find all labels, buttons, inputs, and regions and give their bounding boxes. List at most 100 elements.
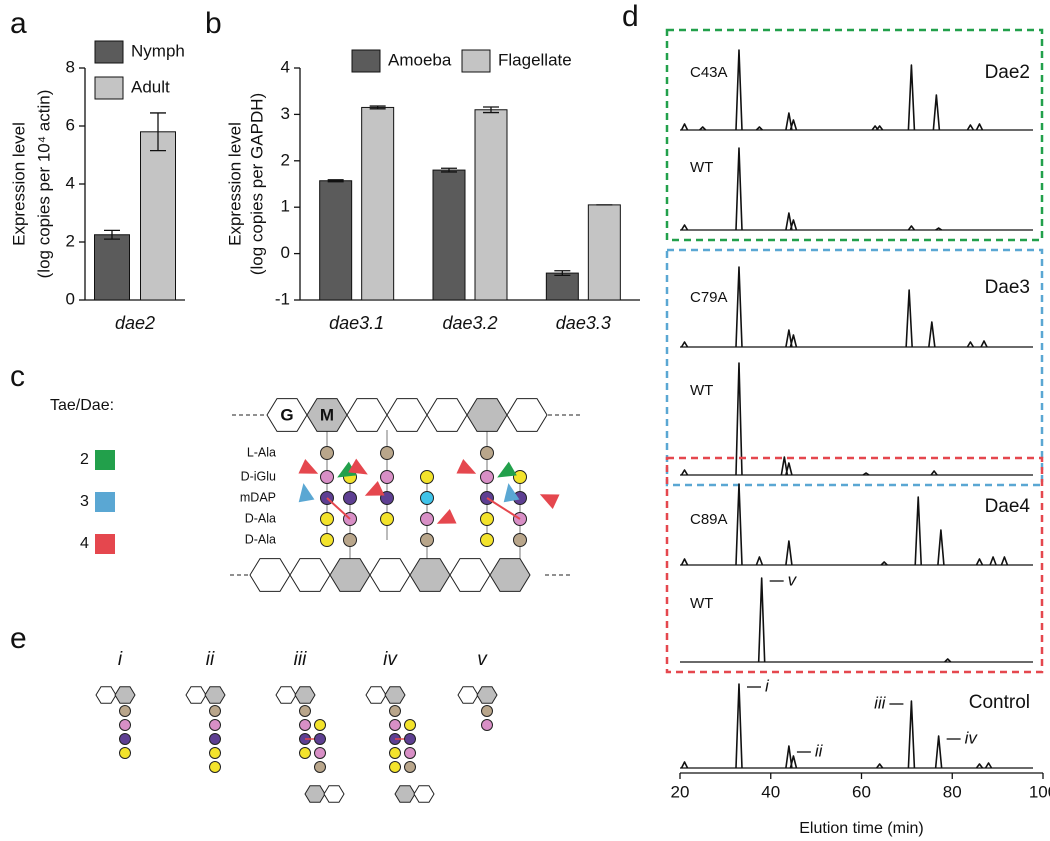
trace-name: Control bbox=[969, 692, 1030, 713]
y-tick-label: 0 bbox=[66, 289, 75, 308]
residue bbox=[209, 761, 221, 773]
panel-label: b bbox=[205, 7, 222, 40]
residue bbox=[380, 512, 394, 526]
peak bbox=[928, 321, 936, 348]
residue bbox=[320, 470, 334, 484]
peak bbox=[789, 755, 798, 769]
residue bbox=[481, 705, 493, 717]
y-axis-label: Expression level bbox=[9, 122, 28, 246]
residue bbox=[420, 512, 434, 526]
trace-name: WT bbox=[690, 595, 713, 612]
group-name: Dae2 bbox=[985, 62, 1030, 83]
cross-link bbox=[326, 497, 351, 520]
peak bbox=[1000, 556, 1009, 566]
sugar-label: G bbox=[280, 405, 293, 424]
structure-label: v bbox=[477, 649, 488, 670]
residue-label: mDAP bbox=[240, 490, 276, 504]
structure-label: i bbox=[118, 649, 123, 670]
sugar bbox=[489, 558, 531, 592]
peak bbox=[966, 341, 975, 348]
sugar bbox=[346, 398, 388, 432]
bar bbox=[474, 109, 508, 301]
residue bbox=[314, 747, 326, 759]
bar bbox=[545, 272, 579, 301]
cleavage-arrow bbox=[298, 483, 315, 503]
sugar bbox=[329, 558, 371, 592]
peak bbox=[735, 483, 743, 566]
bar bbox=[319, 180, 353, 301]
trace-name: C89A bbox=[690, 511, 728, 528]
legend-label: Amoeba bbox=[388, 50, 452, 69]
sugar bbox=[185, 686, 207, 704]
panel-label: a bbox=[10, 7, 27, 40]
peak bbox=[699, 126, 707, 131]
peak bbox=[680, 761, 689, 769]
sugar bbox=[95, 686, 117, 704]
sugar bbox=[275, 686, 297, 704]
peak bbox=[785, 329, 793, 348]
peak bbox=[735, 266, 743, 348]
residue-label: L-Ala bbox=[247, 445, 276, 459]
peak bbox=[680, 341, 689, 348]
residue bbox=[404, 719, 416, 731]
trace-name: C79A bbox=[690, 289, 728, 306]
x-tick-label: dae3.2 bbox=[442, 313, 497, 333]
cleavage-arrow bbox=[348, 458, 368, 475]
residue bbox=[314, 733, 326, 745]
sugar bbox=[249, 558, 291, 592]
peak bbox=[876, 763, 884, 769]
sugar bbox=[413, 785, 435, 803]
group-box bbox=[665, 28, 1044, 242]
error-bar bbox=[150, 112, 166, 152]
legend-swatch bbox=[461, 49, 491, 73]
y-tick-label: -1 bbox=[275, 289, 290, 308]
peak bbox=[735, 49, 743, 131]
residue bbox=[420, 491, 434, 505]
peak-label: ii bbox=[815, 741, 824, 760]
peak bbox=[930, 470, 938, 476]
peak bbox=[907, 700, 916, 769]
cleavage-arrow bbox=[456, 458, 477, 474]
x-tick-label: dae2 bbox=[115, 313, 155, 333]
residue bbox=[513, 533, 527, 547]
peak bbox=[680, 469, 689, 476]
cross-link bbox=[486, 497, 521, 520]
peak bbox=[789, 334, 798, 348]
bar bbox=[140, 131, 176, 301]
residue bbox=[209, 705, 221, 717]
residue bbox=[480, 470, 494, 484]
sugar-label: M bbox=[320, 405, 334, 424]
y-axis-label: (log copies per 10⁴ actin) bbox=[34, 90, 53, 279]
sugar bbox=[365, 686, 387, 704]
peak bbox=[975, 558, 984, 566]
legend-label: Flagellate bbox=[498, 50, 572, 69]
residue bbox=[480, 533, 494, 547]
sugar bbox=[369, 558, 411, 592]
peak bbox=[680, 224, 689, 231]
peak bbox=[907, 225, 916, 231]
residue bbox=[389, 761, 401, 773]
residue bbox=[209, 733, 221, 745]
x-tick-label: 80 bbox=[943, 782, 962, 801]
structure-label: iv bbox=[383, 649, 398, 670]
residue bbox=[119, 705, 131, 717]
error-bar bbox=[369, 105, 386, 110]
residue bbox=[209, 719, 221, 731]
structure-label: iii bbox=[294, 649, 307, 670]
peak bbox=[735, 362, 743, 476]
structure-label: ii bbox=[206, 649, 215, 670]
residue bbox=[380, 470, 394, 484]
cleavage-arrow bbox=[298, 458, 319, 474]
peak bbox=[966, 124, 975, 131]
peak bbox=[735, 147, 743, 231]
y-axis-label: Expression level bbox=[225, 122, 244, 246]
y-tick-label: 1 bbox=[281, 197, 290, 216]
peak bbox=[680, 123, 689, 131]
peak-label: i bbox=[765, 676, 770, 695]
sugar bbox=[394, 785, 416, 803]
sugar bbox=[476, 686, 498, 704]
trace-name: WT bbox=[690, 382, 713, 399]
residue bbox=[343, 533, 357, 547]
peak bbox=[789, 219, 798, 231]
legend-swatch bbox=[94, 40, 124, 64]
